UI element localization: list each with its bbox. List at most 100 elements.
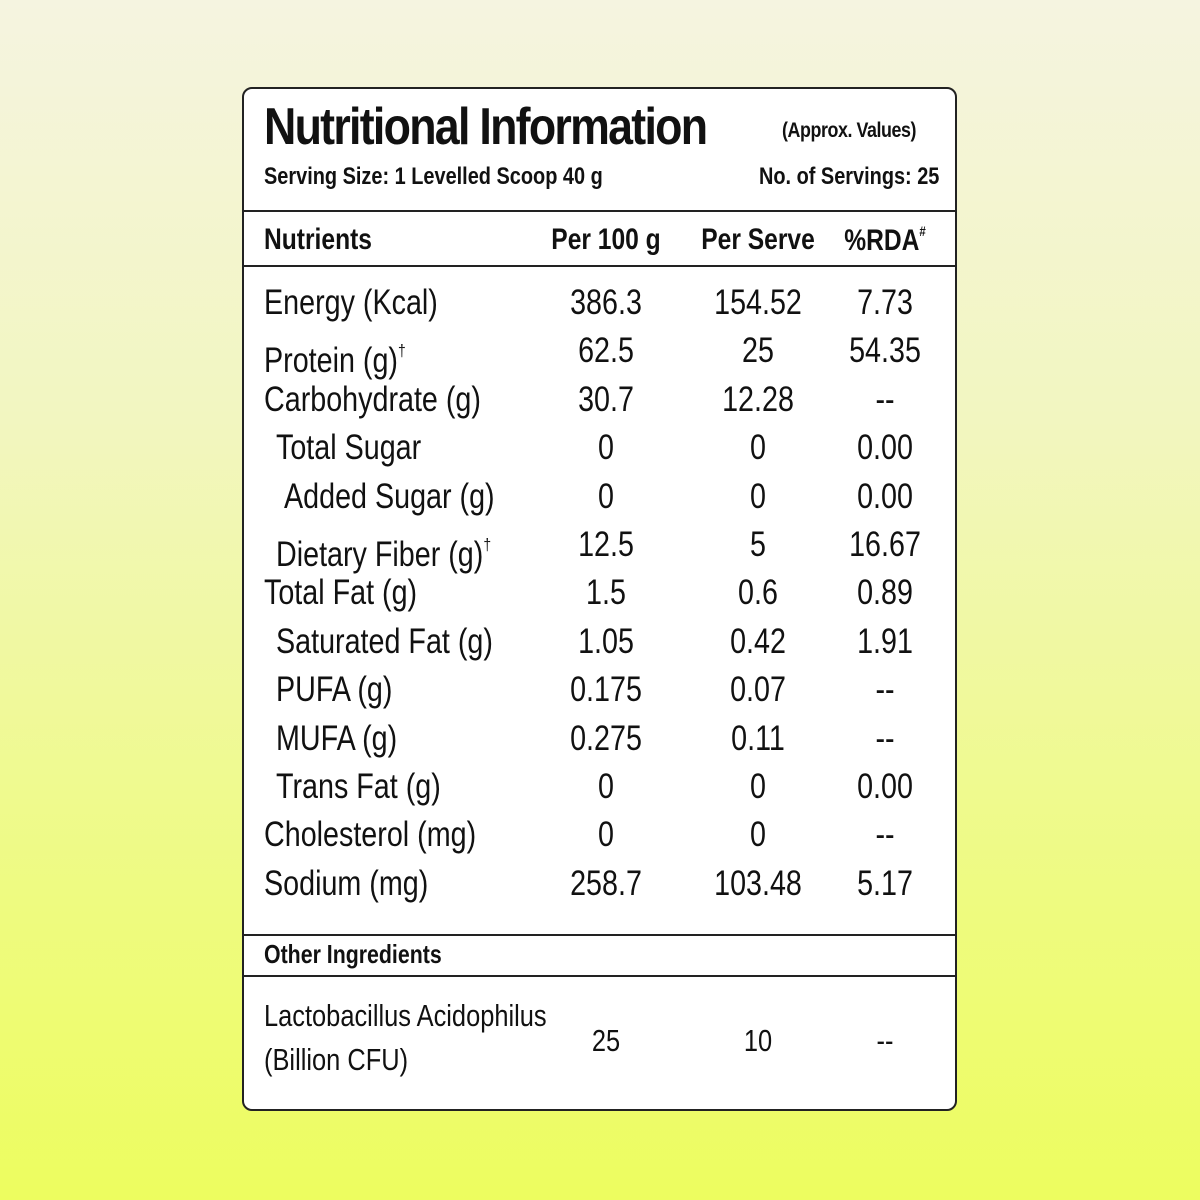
nutrient-name-text: Saturated Fat (g) <box>276 621 493 661</box>
lactobacillus-rda: -- <box>876 1023 894 1058</box>
table-row: MUFA (g) 0.275 0.11 -- <box>244 715 955 763</box>
value-rda: 7.73 <box>857 283 913 322</box>
approx-values-note: (Approx. Values) <box>782 119 917 142</box>
value-per-serve: 0.6 <box>738 573 778 613</box>
rda-footnote-mark: # <box>919 223 926 239</box>
divider-other-top <box>244 934 955 936</box>
column-header-per-100g: Per 100 g <box>551 223 661 256</box>
rda-label: %RDA <box>844 224 920 257</box>
nutrient-name: Trans Fat (g) <box>276 763 441 811</box>
value-per-100g: 0.175 <box>570 670 642 710</box>
nutrient-name-text: Carbohydrate (g) <box>264 379 481 419</box>
value-rda: 0.89 <box>857 573 913 613</box>
nutrient-name: Cholesterol (mg) <box>264 811 476 859</box>
value-rda: 16.67 <box>849 524 921 564</box>
value-per-serve: 5 <box>750 524 766 564</box>
footnote-dagger: † <box>397 341 406 361</box>
nutrient-name: Dietary Fiber (g)† <box>276 521 491 579</box>
table-row: Total Sugar 0 0 0.00 <box>244 424 955 472</box>
nutrient-name-text: Energy (Kcal) <box>264 283 438 322</box>
value-per-100g: 30.7 <box>578 379 634 419</box>
value-per-100g: 1.5 <box>586 573 626 613</box>
divider-title <box>244 210 955 212</box>
value-per-serve: 0 <box>750 766 766 806</box>
lactobacillus-name: Lactobacillus Acidophilus (Billion CFU) <box>264 994 547 1082</box>
value-per-serve: 0 <box>750 476 766 516</box>
nutrient-name: Saturated Fat (g) <box>276 618 493 666</box>
column-header-nutrients: Nutrients <box>264 223 372 256</box>
value-per-100g: 12.5 <box>578 524 634 564</box>
nutrient-name-text: Dietary Fiber (g) <box>276 534 484 574</box>
value-per-100g: 386.3 <box>570 283 642 322</box>
nutrient-table-body: Energy (Kcal) 386.3 154.52 7.73 Protein (g)†… <box>244 279 955 908</box>
lactobacillus-name-line1: Lactobacillus Acidophilus <box>264 998 547 1033</box>
table-row: PUFA (g) 0.175 0.07 -- <box>244 666 955 714</box>
table-row: Sodium (mg) 258.7 103.48 5.17 <box>244 860 955 908</box>
value-per-100g: 0 <box>598 766 614 806</box>
value-rda: -- <box>875 815 895 855</box>
value-per-serve: 25 <box>742 331 774 371</box>
value-per-serve: 12.28 <box>722 379 794 419</box>
value-per-100g: 0 <box>598 476 614 516</box>
table-row: Cholesterol (mg) 0 0 -- <box>244 811 955 859</box>
value-per-serve: 154.52 <box>714 283 802 322</box>
lactobacillus-name-line2: (Billion CFU) <box>264 1042 409 1077</box>
value-per-100g: 1.05 <box>578 621 634 661</box>
nutrient-name-text: Total Fat (g) <box>264 573 418 613</box>
value-per-serve: 103.48 <box>714 863 802 903</box>
nutrient-name: MUFA (g) <box>276 715 397 763</box>
table-row: Carbohydrate (g) 30.7 12.28 -- <box>244 376 955 424</box>
value-per-serve: 0.11 <box>731 718 785 758</box>
nutrient-name-text: PUFA (g) <box>276 670 393 710</box>
value-per-serve: 0 <box>750 815 766 855</box>
value-per-serve: 0 <box>750 428 766 468</box>
nutrient-name-text: Total Sugar <box>276 428 422 468</box>
column-header-per-serve: Per Serve <box>701 223 815 256</box>
nutrient-name: Sodium (mg) <box>264 860 428 908</box>
table-row: Added Sugar (g) 0 0 0.00 <box>244 473 955 521</box>
value-per-100g: 258.7 <box>570 863 642 903</box>
table-row: Dietary Fiber (g)† 12.5 5 16.67 <box>244 521 955 574</box>
value-per-serve: 0.07 <box>730 670 786 710</box>
nutrition-label-panel: Nutritional Information (Approx. Values)… <box>242 87 957 1111</box>
nutrient-name-text: Protein (g) <box>264 341 398 381</box>
title-row: Nutritional Information <box>264 97 778 157</box>
value-per-100g: 0 <box>598 815 614 855</box>
footnote-dagger: † <box>483 534 492 554</box>
value-rda: 54.35 <box>849 331 921 371</box>
nutrient-name-text: Trans Fat (g) <box>276 766 441 806</box>
nutrient-name-text: MUFA (g) <box>276 718 398 758</box>
nutrient-name: Protein (g)† <box>264 327 406 385</box>
page-title: Nutritional Information <box>264 98 708 156</box>
value-rda: -- <box>875 670 895 710</box>
nutrient-name-text: Cholesterol (mg) <box>264 815 477 855</box>
value-rda: -- <box>875 379 895 419</box>
divider-header <box>244 265 955 267</box>
other-ingredients-title: Other Ingredients <box>264 939 442 969</box>
nutrient-name-text: Sodium (mg) <box>264 863 429 903</box>
nutrient-name: Carbohydrate (g) <box>264 376 481 424</box>
table-row: Energy (Kcal) 386.3 154.52 7.73 <box>244 279 955 327</box>
value-per-serve: 0.42 <box>730 621 786 661</box>
nutrient-name: Energy (Kcal) <box>264 279 438 327</box>
table-row: Trans Fat (g) 0 0 0.00 <box>244 763 955 811</box>
serving-size: Serving Size: 1 Levelled Scoop 40 g <box>264 163 603 190</box>
value-rda: 0.00 <box>857 428 913 468</box>
table-row: Total Fat (g) 1.5 0.6 0.89 <box>244 569 955 617</box>
table-row: Protein (g)† 62.5 25 54.35 <box>244 327 955 380</box>
value-rda: 0.00 <box>857 766 913 806</box>
servings-count: No. of Servings: 25 <box>758 163 939 190</box>
value-rda: 0.00 <box>857 476 913 516</box>
nutrient-name: PUFA (g) <box>276 666 392 714</box>
value-rda: 1.91 <box>857 621 913 661</box>
value-rda: 5.17 <box>857 863 913 903</box>
value-rda: -- <box>875 718 895 758</box>
nutrient-name: Total Fat (g) <box>264 569 417 617</box>
divider-other-bottom <box>244 975 955 977</box>
lactobacillus-per-100g: 25 <box>591 1023 621 1058</box>
column-header-rda: %RDA# <box>844 223 926 258</box>
value-per-100g: 62.5 <box>578 331 634 371</box>
nutrient-name-text: Added Sugar (g) <box>284 476 495 516</box>
value-per-100g: 0 <box>598 428 614 468</box>
nutrient-name: Added Sugar (g) <box>284 473 495 521</box>
